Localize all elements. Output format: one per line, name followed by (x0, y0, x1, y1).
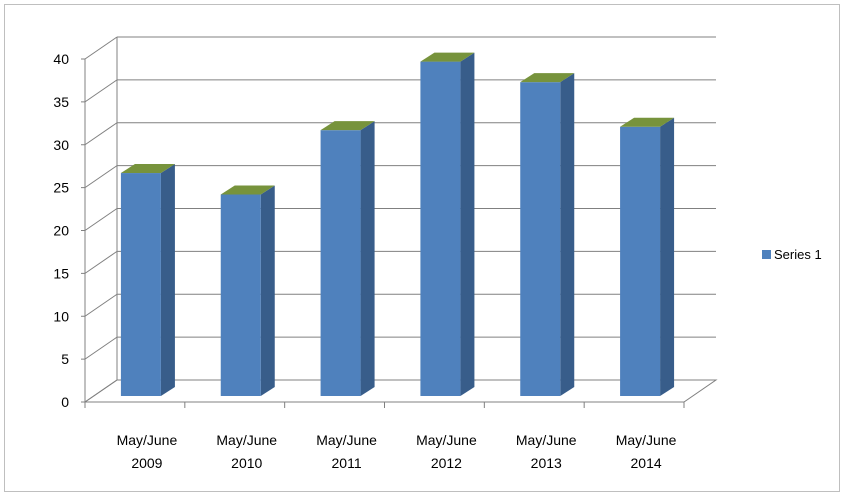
y-tick-label: 25 (53, 180, 69, 196)
bar (320, 121, 375, 397)
bar-front-face (320, 130, 361, 397)
y-axis-tick-labels: 0 5 10 15 20 25 30 35 40 (53, 51, 69, 410)
bar-side-face (460, 52, 475, 396)
bar-front-face (420, 61, 461, 396)
legend-swatch (762, 250, 771, 259)
gridline-side (84, 122, 118, 146)
bar-chart: 0 5 10 15 20 25 30 35 40 May/June 2009 May/June 201… (53, 36, 822, 471)
bar-top-face (320, 121, 375, 131)
bar-side-face (160, 164, 175, 396)
gridline-side (84, 79, 118, 103)
legend-label: Series 1 (774, 247, 822, 262)
gridline-side (84, 293, 118, 317)
bar-top-face (420, 52, 475, 62)
bar-front-face (220, 194, 261, 396)
bar-top-face (120, 164, 175, 174)
bar-front-face (520, 82, 561, 396)
y-tick-label: 40 (53, 51, 69, 67)
bar-side-face (260, 185, 275, 396)
y-tick-label: 30 (53, 137, 69, 153)
bar-top-face (520, 73, 575, 83)
gridline-side (84, 208, 118, 231)
bar-side-face (660, 117, 675, 397)
y-tick-label: 20 (53, 223, 69, 239)
bar (120, 164, 175, 396)
legend: Series 1 (762, 247, 822, 262)
bar (420, 52, 475, 396)
gridline-side (84, 336, 118, 360)
x-tick-label: May/June 2013 (516, 432, 577, 471)
y-tick-label: 15 (53, 265, 69, 281)
gridline-side (84, 165, 118, 189)
x-tick-label: May/June 2012 (416, 432, 477, 471)
bar-side-face (360, 121, 375, 397)
y-tick-label: 10 (53, 308, 69, 324)
chart-area: 0 5 10 15 20 25 30 35 40 May/June 2009 May/June 201… (4, 4, 840, 492)
gridline-side (84, 36, 118, 60)
x-tick-label: May/June 2011 (316, 432, 377, 471)
bar-top-face (220, 185, 275, 195)
x-axis-tick-labels: May/June 2009 May/June 2010 May/June 2011 May/… (117, 432, 677, 471)
gridline-side (84, 250, 118, 274)
bar-top-face (620, 117, 675, 127)
bar (620, 117, 675, 397)
bar (220, 185, 275, 396)
bar-front-face (120, 173, 161, 396)
y-tick-label: 35 (53, 94, 69, 110)
y-tick-label: 0 (61, 394, 69, 410)
x-tick-label: May/June 2014 (616, 432, 677, 471)
x-tick-label: May/June 2010 (216, 432, 277, 471)
y-tick-label: 5 (61, 351, 69, 367)
x-tick-label: May/June 2009 (117, 432, 178, 471)
bar (520, 73, 575, 396)
gridlines (81, 36, 718, 408)
bars (120, 52, 675, 397)
bar-front-face (620, 126, 661, 397)
bar-side-face (560, 73, 575, 396)
